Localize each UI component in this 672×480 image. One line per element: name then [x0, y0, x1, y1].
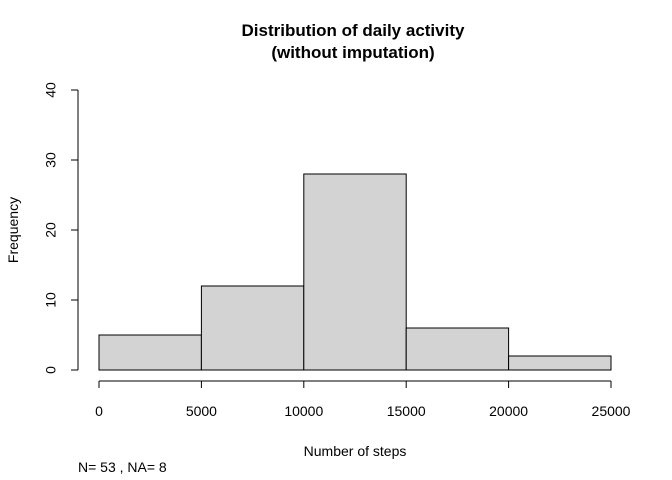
histogram-bar-3 [405, 327, 510, 371]
x-tick-label-4: 20000 [489, 403, 528, 419]
sample-size-note: N= 53 , NA= 8 [78, 459, 167, 475]
y-axis-label: Frequency [5, 197, 21, 263]
histogram-bar-4 [508, 355, 612, 371]
x-tick-label-2: 10000 [284, 403, 323, 419]
chart-title: Distribution of daily activity [242, 21, 465, 40]
histogram-bars [98, 173, 612, 371]
y-tick-label-3: 30 [43, 152, 59, 168]
histogram-bar-1 [200, 285, 305, 371]
y-tick-label-0: 0 [43, 366, 59, 374]
x-tick-label-5: 25000 [592, 403, 631, 419]
x-tick-label-1: 5000 [186, 403, 217, 419]
x-tick-label-3: 15000 [387, 403, 426, 419]
chart-subtitle: (without imputation) [271, 43, 434, 62]
x-axis-label: Number of steps [304, 443, 407, 459]
y-tick-label-1: 10 [43, 292, 59, 308]
x-tick-label-0: 0 [95, 403, 103, 419]
y-tick-label-4: 40 [43, 82, 59, 98]
x-axis: 0 5000 10000 15000 20000 25000 [95, 380, 631, 419]
y-axis: 0 10 20 30 40 [43, 82, 79, 374]
y-tick-label-2: 20 [43, 222, 59, 238]
histogram-bar-0 [98, 334, 202, 371]
histogram-bar-2 [303, 173, 407, 371]
